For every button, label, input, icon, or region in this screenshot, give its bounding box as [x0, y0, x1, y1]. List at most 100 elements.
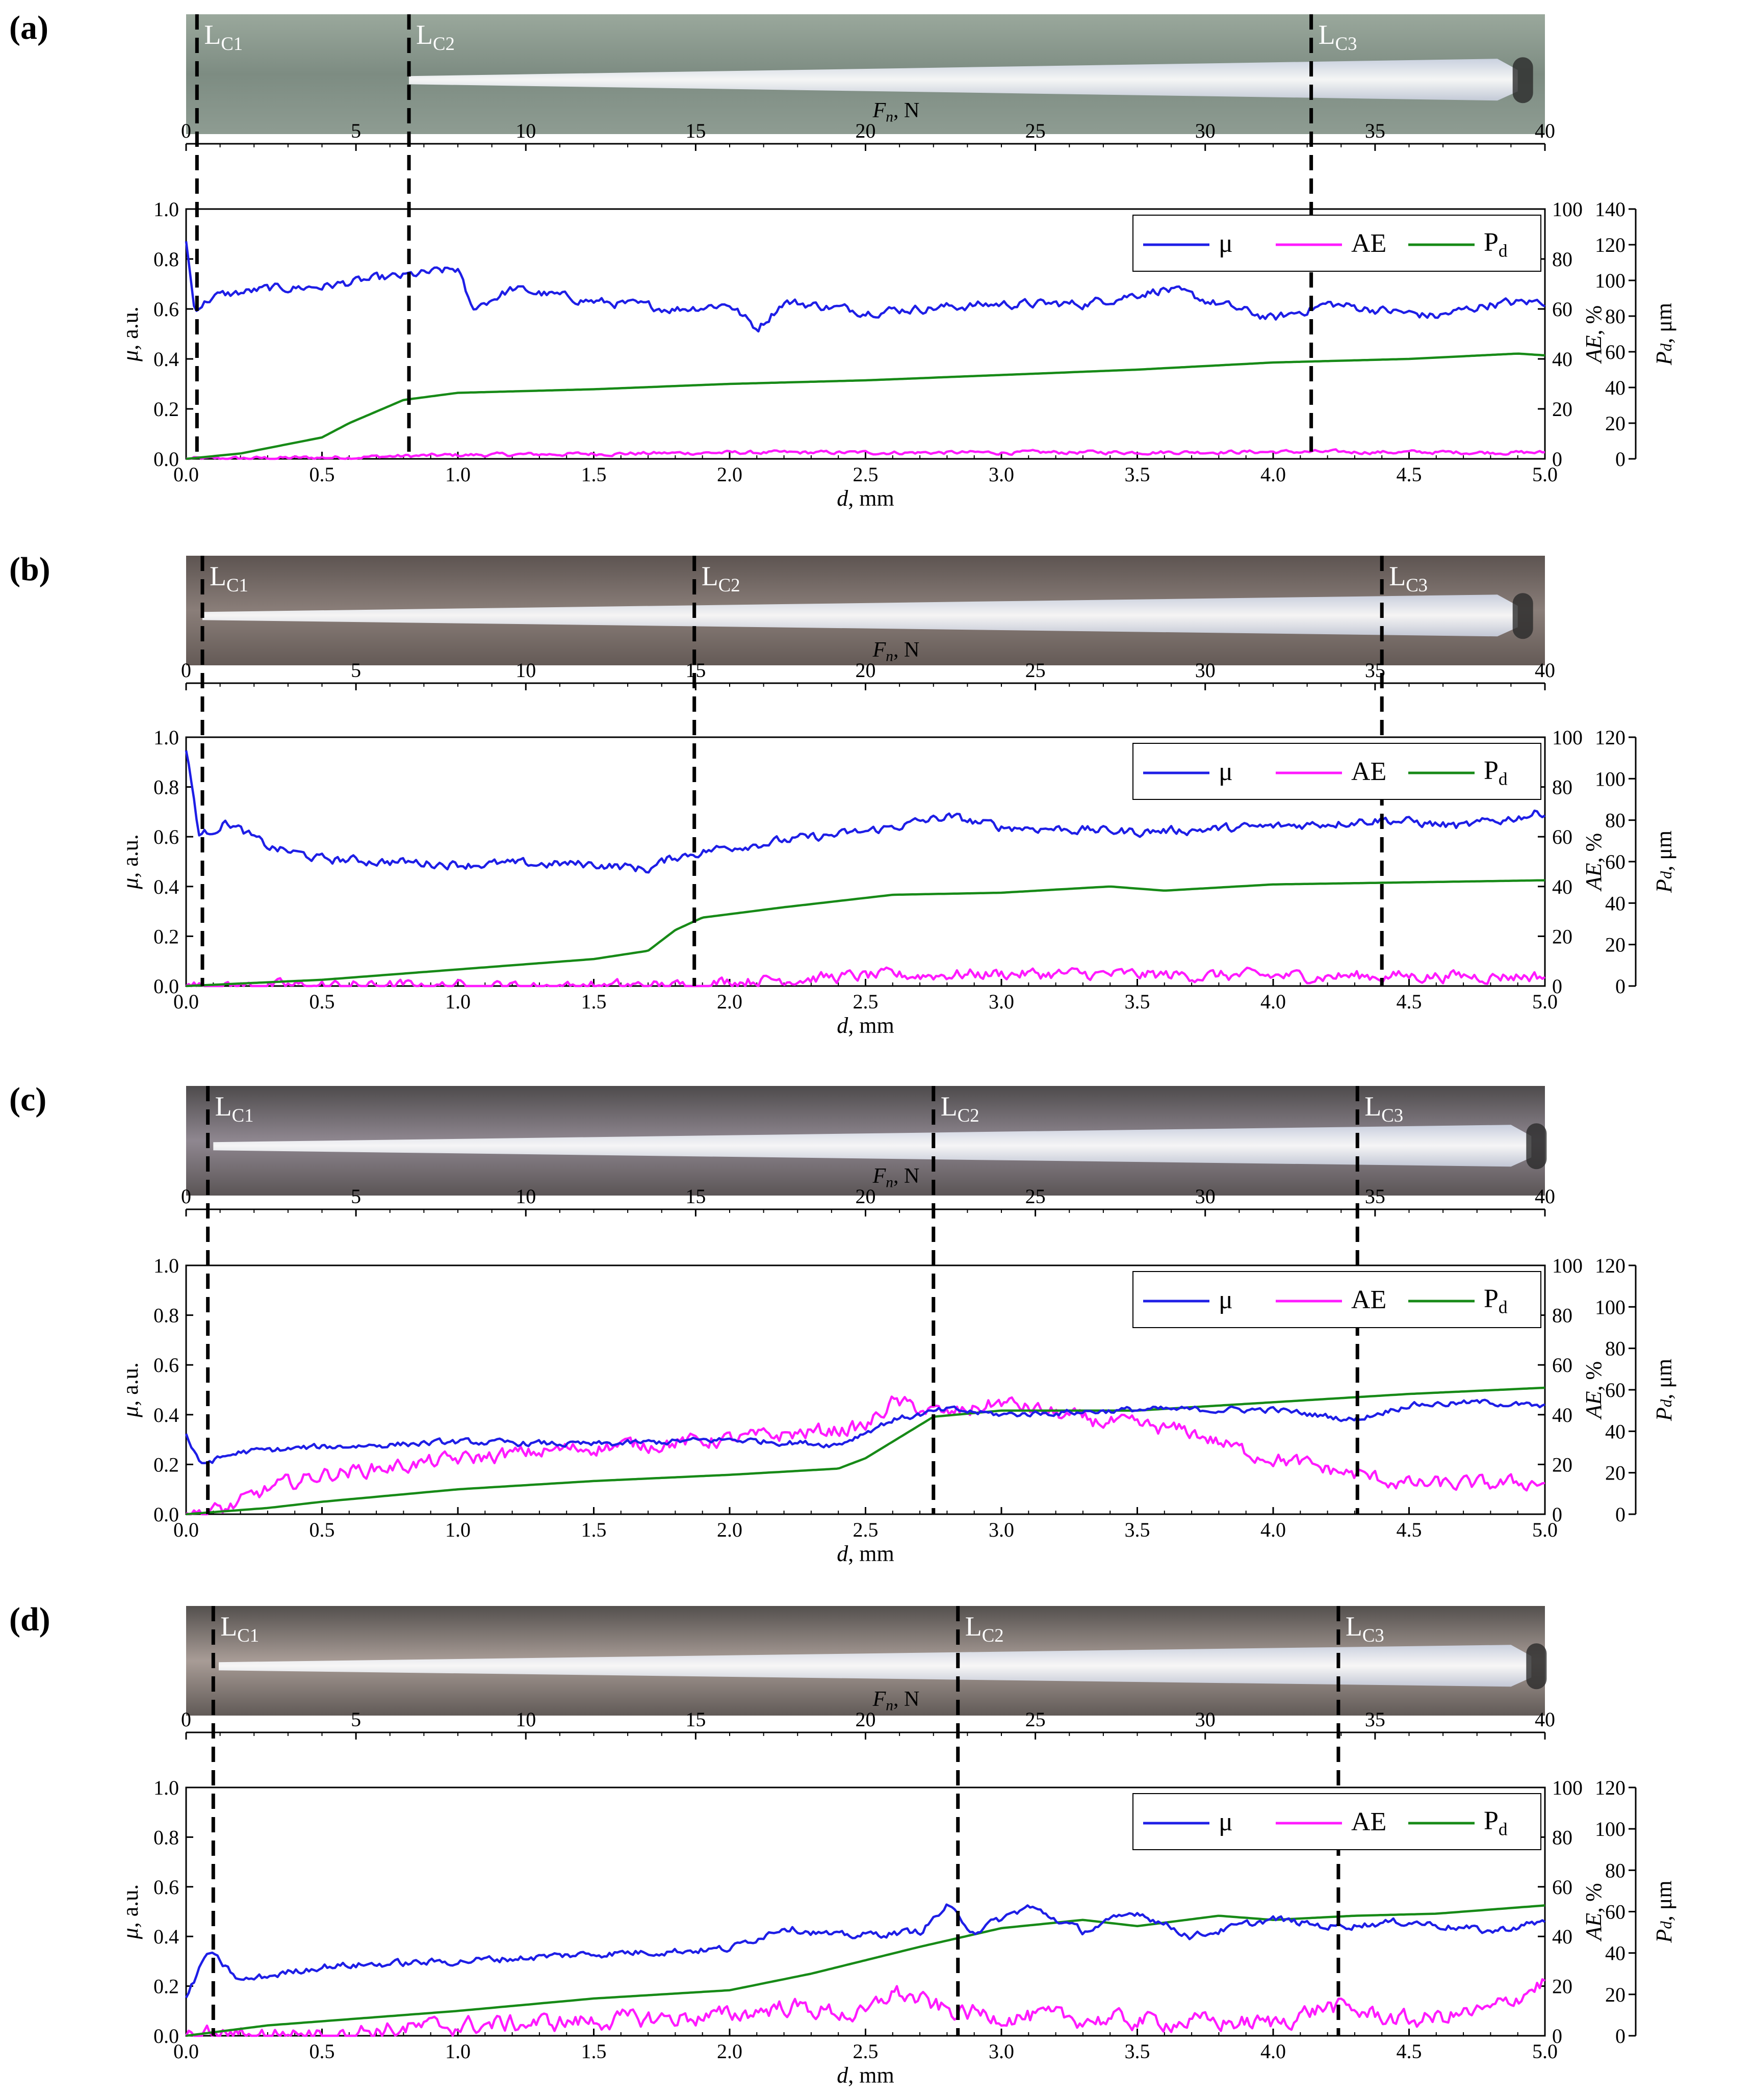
right1-tick-label: 20: [1552, 925, 1572, 948]
top-axis-title: Fn, N: [872, 638, 920, 664]
right2-tick-label: 100: [1595, 269, 1625, 292]
y-axis-title: μ, a.u.: [118, 1884, 143, 1940]
x-tick-label: 2.5: [853, 463, 879, 486]
x-axis-title: d, mm: [837, 486, 894, 511]
y-axis-title: μ, a.u.: [118, 834, 143, 890]
x-tick-label: 3.5: [1125, 990, 1150, 1013]
top-axis: 0 5 10 15 20 25 30 35 40 Fn, N: [181, 1164, 1555, 1216]
x-tick-label: 3.5: [1125, 463, 1150, 486]
legend: μ AE Pd: [1132, 1793, 1541, 1850]
top-tick-label: 0: [181, 1708, 191, 1731]
y-tick-label: 0.2: [153, 925, 179, 948]
right1-tick-label: 20: [1552, 398, 1572, 421]
top-tick-label: 10: [515, 1185, 536, 1208]
right2-tick-label: 60: [1605, 1901, 1625, 1924]
top-tick-label: 40: [1535, 1185, 1555, 1208]
series-line-pd: [186, 352, 1545, 460]
legend-label: Pd: [1484, 1284, 1508, 1317]
top-tick-label: 20: [856, 1708, 876, 1731]
x-tick-label: 5.0: [1532, 463, 1558, 486]
critical-load-label-lc1: LC1: [220, 1611, 259, 1646]
critical-load-label-lc1: LC1: [204, 19, 243, 54]
x-axis-title: d, mm: [837, 1541, 894, 1566]
top-tick-label: 25: [1025, 119, 1046, 142]
scratch-track: [202, 594, 1518, 637]
right2-tick-label: 0: [1615, 1503, 1625, 1526]
right2-tick-label: 40: [1605, 892, 1625, 915]
plot-area: 0.0 0.5 1.0 1.5 2.0 2.5 3.0 3.5 4.0 4.5 5.0 d, mm 0.…: [118, 198, 1676, 511]
top-tick-label: 0: [181, 659, 191, 682]
series-line-pd: [186, 1386, 1545, 1516]
top-tick-label: 30: [1195, 659, 1216, 682]
x-tick-label: 1.5: [581, 990, 607, 1013]
legend: μ AE Pd: [1132, 743, 1541, 800]
x-tick-label: 3.0: [989, 990, 1014, 1013]
series-line-mu: [185, 1398, 1545, 1464]
series-line-mu: [185, 750, 1546, 874]
scratch-end-mark: [1526, 1123, 1547, 1170]
top-axis: 0 5 10 15 20 25 30 35 40 Fn, N: [181, 1688, 1555, 1740]
legend-label: Pd: [1484, 756, 1508, 789]
critical-load-label-lc3: LC3: [1319, 19, 1357, 54]
legend-label: μ: [1219, 1285, 1233, 1314]
series-line-mu: [185, 1903, 1546, 1999]
critical-load-label-lc2: LC2: [965, 1611, 1004, 1646]
top-tick-label: 20: [856, 1185, 876, 1208]
y-tick-label: 0.6: [153, 1354, 179, 1377]
critical-load-label-lc3: LC3: [1346, 1611, 1384, 1646]
right1-tick-label: 0: [1552, 448, 1562, 471]
top-tick-label: 25: [1025, 659, 1046, 682]
right1-tick-label: 40: [1552, 1925, 1572, 1948]
y-tick-label: 0.8: [153, 248, 179, 271]
legend-label: AE: [1351, 229, 1386, 258]
top-tick-label: 35: [1365, 119, 1385, 142]
micrograph-image: [186, 1086, 1547, 1196]
x-tick-label: 1.0: [445, 2040, 471, 2063]
series-line-pd: [186, 879, 1545, 988]
right1-axis-title: AE, %: [1581, 833, 1606, 892]
top-tick-label: 25: [1025, 1708, 1046, 1731]
right2-tick-label: 60: [1605, 341, 1625, 364]
top-tick-label: 5: [351, 659, 361, 682]
right1-tick-label: 80: [1552, 1304, 1572, 1327]
x-tick-label: 4.5: [1397, 1518, 1422, 1541]
right1-tick-label: 100: [1552, 1776, 1583, 1799]
legend-label: AE: [1351, 1807, 1386, 1836]
right2-tick-label: 40: [1605, 1420, 1625, 1443]
right2-tick-label: 20: [1605, 412, 1625, 435]
critical-load-label-lc1: LC1: [215, 1091, 254, 1126]
y-tick-label: 1.0: [153, 1776, 179, 1799]
right1-axis-title: AE, %: [1581, 1361, 1606, 1420]
right2-tick-label: 120: [1595, 234, 1625, 256]
right2-tick-label: 120: [1595, 726, 1625, 749]
right1-tick-label: 20: [1552, 1975, 1572, 1998]
right1-axis-title: AE, %: [1581, 1883, 1606, 1941]
x-tick-label: 1.0: [445, 990, 471, 1013]
legend: μ AE Pd: [1132, 1271, 1541, 1328]
legend-label: Pd: [1484, 228, 1508, 261]
right2-tick-label: 100: [1595, 767, 1625, 790]
series-line-pd: [186, 1904, 1545, 2037]
top-tick-label: 10: [515, 119, 536, 142]
panel-label: (b): [9, 551, 50, 588]
x-tick-label: 3.5: [1125, 1518, 1150, 1541]
x-tick-label: 1.0: [445, 463, 471, 486]
x-tick-label: 4.0: [1260, 463, 1286, 486]
y-axis-title: μ, a.u.: [118, 1362, 143, 1418]
top-axis-title: Fn, N: [872, 1688, 920, 1714]
x-tick-label: 0.5: [309, 1518, 335, 1541]
x-tick-label: 3.0: [989, 1518, 1014, 1541]
top-tick-label: 20: [856, 659, 876, 682]
right2-tick-label: 0: [1615, 448, 1625, 471]
scratch-end-mark: [1512, 57, 1533, 103]
scratch-track: [213, 1125, 1532, 1167]
right2-tick-label: 20: [1605, 1983, 1625, 2006]
top-tick-label: 5: [351, 119, 361, 142]
right2-tick-label: 80: [1605, 1337, 1625, 1360]
top-tick-label: 35: [1365, 1185, 1385, 1208]
right1-tick-label: 40: [1552, 875, 1572, 898]
y-tick-label: 0.6: [153, 1876, 179, 1899]
y-tick-label: 0.4: [153, 875, 179, 898]
y-tick-label: 0.0: [153, 448, 179, 471]
